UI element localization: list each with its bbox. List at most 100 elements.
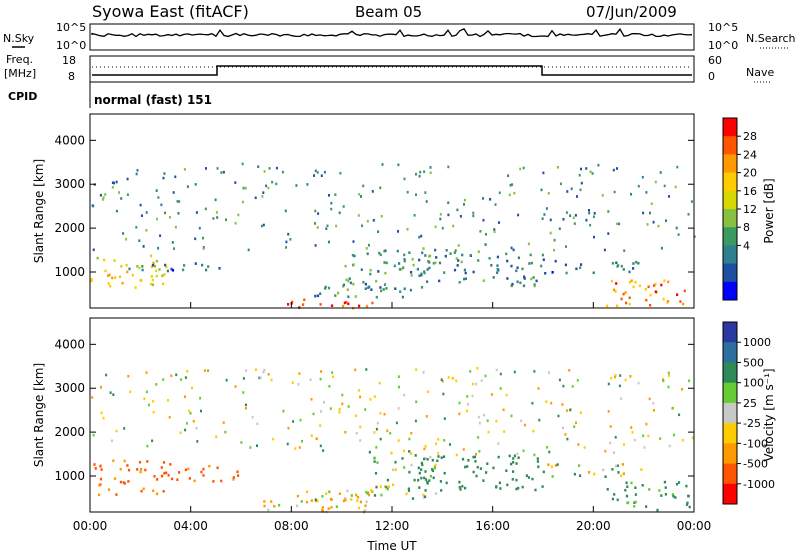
data-cell — [342, 304, 345, 308]
data-cell — [457, 244, 460, 247]
data-cell — [622, 292, 625, 296]
data-cell — [136, 169, 139, 172]
data-cell — [281, 170, 284, 174]
data-cell — [312, 412, 315, 416]
data-cell — [360, 268, 363, 271]
data-cell — [347, 405, 350, 408]
data-cell — [544, 272, 547, 275]
data-cell — [393, 264, 396, 268]
data-cell — [628, 296, 631, 300]
data-cell — [616, 464, 619, 468]
data-cell — [479, 467, 482, 470]
data-cell — [153, 265, 157, 268]
data-cell — [616, 265, 619, 268]
data-cell — [392, 483, 395, 487]
data-cell — [334, 294, 337, 297]
data-cell — [575, 421, 577, 425]
data-cell — [225, 378, 228, 382]
data-cell — [454, 249, 457, 252]
data-cell — [118, 275, 122, 279]
data-cell — [675, 482, 679, 486]
data-cell — [127, 374, 130, 378]
data-cell — [566, 190, 569, 193]
data-cell — [145, 371, 148, 374]
data-cell — [270, 378, 273, 382]
data-cell — [418, 174, 421, 178]
data-cell — [631, 431, 634, 434]
data-cell — [379, 437, 382, 441]
data-cell — [439, 480, 442, 483]
data-cell — [94, 467, 97, 470]
data-cell — [422, 247, 425, 250]
data-cell — [682, 302, 685, 306]
data-cell — [195, 426, 198, 430]
data-cell — [447, 165, 450, 169]
data-cell — [654, 282, 657, 286]
data-cell — [157, 246, 160, 250]
data-cell — [426, 458, 429, 461]
data-cell — [350, 494, 353, 497]
data-cell — [489, 198, 492, 201]
data-cell — [616, 167, 618, 170]
nave-label: Nave — [746, 66, 774, 79]
data-cell — [319, 424, 322, 427]
data-cell — [386, 429, 389, 433]
data-cell — [188, 409, 191, 413]
data-cell — [365, 304, 369, 308]
data-cell — [614, 464, 618, 468]
data-cell — [141, 268, 144, 272]
data-cell — [386, 478, 389, 482]
data-cell — [162, 176, 165, 180]
data-cell — [441, 380, 444, 383]
data-cell — [397, 439, 400, 442]
data-cell — [440, 489, 443, 492]
data-cell — [405, 492, 408, 496]
data-cell — [677, 481, 681, 484]
data-cell — [649, 293, 652, 297]
data-cell — [616, 222, 619, 226]
freq-unit-label: [MHz] — [4, 67, 36, 80]
data-cell — [347, 302, 350, 306]
data-cell — [593, 212, 596, 215]
data-cell — [326, 224, 329, 228]
data-cell — [397, 230, 399, 233]
nave-tick-0: 0 — [708, 70, 715, 83]
data-cell — [618, 222, 621, 226]
data-cell — [352, 240, 355, 243]
data-cell — [484, 374, 487, 378]
data-cell — [96, 256, 99, 260]
data-cell — [207, 369, 209, 372]
data-cell — [146, 460, 149, 463]
data-cell — [564, 433, 567, 436]
data-cell — [324, 285, 327, 289]
data-cell — [606, 488, 609, 491]
data-cell — [371, 190, 374, 193]
data-cell — [453, 251, 456, 254]
data-cell — [461, 253, 464, 257]
data-cell — [182, 268, 185, 272]
data-cell — [515, 487, 518, 491]
data-cell — [510, 264, 513, 268]
colorbar-segment — [723, 245, 737, 265]
data-cell — [656, 508, 659, 512]
data-cell — [257, 165, 260, 168]
data-cell — [579, 474, 582, 477]
data-cell — [176, 478, 179, 481]
data-cell — [570, 187, 573, 191]
data-cell — [434, 492, 438, 495]
data-cell — [573, 472, 576, 476]
data-cell — [156, 478, 159, 481]
data-cell — [383, 283, 387, 286]
data-cell — [687, 213, 690, 216]
data-cell — [569, 408, 572, 412]
data-cell — [424, 470, 427, 473]
data-cell — [614, 290, 617, 293]
data-cell — [241, 162, 244, 166]
data-cell — [323, 170, 326, 174]
colorbar-tick-label: -100 — [743, 437, 768, 450]
data-cell — [225, 218, 227, 222]
data-cell — [479, 230, 482, 233]
data-cell — [322, 449, 325, 452]
data-cell — [321, 508, 324, 512]
data-cell — [121, 281, 124, 285]
